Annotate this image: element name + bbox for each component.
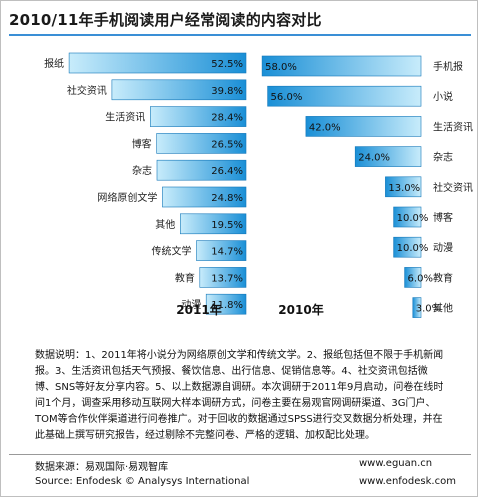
bar-2011 xyxy=(162,186,247,208)
value-label-2010: 24.0% xyxy=(358,153,390,164)
value-label-2011: 19.5% xyxy=(211,220,243,231)
value-label-2011: 26.4% xyxy=(211,166,243,177)
category-label-2011: 其他 xyxy=(155,218,175,231)
category-label-2011: 网络原创文学 xyxy=(97,191,157,204)
comparison-bar-chart: 报纸 52.5% 社交资讯 39.8% 生活资讯 28.4% 博客 26.5% 杂志 26.4% 网… xyxy=(44,52,473,318)
category-label-2011: 生活资讯 xyxy=(105,111,145,124)
category-label-2011: 社交资讯 xyxy=(67,84,107,97)
bar-2010 xyxy=(354,146,422,167)
value-label-2010: 58.0% xyxy=(265,62,297,73)
bar-2010 xyxy=(412,297,422,318)
category-label-2011: 报纸 xyxy=(44,57,64,70)
value-label-2011: 13.7% xyxy=(211,273,243,284)
bar-2010 xyxy=(385,176,422,198)
bar-2011 xyxy=(150,106,247,127)
year-label-2010: 2010年 xyxy=(278,302,323,317)
value-label-2010: 6.0% xyxy=(408,273,433,284)
value-label-2010: 10.0% xyxy=(397,243,429,254)
bar-2010 xyxy=(404,267,422,288)
value-label-2010: 13.0% xyxy=(388,183,420,194)
data-notes: 数据说明：1、2011年将小说分为网络原创文学和传统文学。2、报纸包括但不限于手… xyxy=(35,350,444,441)
category-label-2010: 社交资讯 xyxy=(433,181,473,194)
bar-2011 xyxy=(180,213,247,235)
bar-2011 xyxy=(156,133,247,154)
value-label-2011: 52.5% xyxy=(211,59,243,70)
category-label-2010: 动漫 xyxy=(433,242,453,254)
enfodesk-link[interactable]: www.enfodesk.com xyxy=(359,476,456,487)
bar-2011 xyxy=(111,79,247,101)
category-label-2010: 教育 xyxy=(433,271,453,284)
eguan-link[interactable]: www.eguan.cn xyxy=(359,458,433,469)
footer-divider xyxy=(9,454,471,455)
category-label-2011: 传统文学 xyxy=(151,245,191,258)
value-label-2010: 10.0% xyxy=(397,213,429,224)
bar-2010 xyxy=(305,116,422,137)
category-label-2010: 生活资讯 xyxy=(433,120,473,133)
bar-2010 xyxy=(393,206,422,228)
category-label-2011: 博客 xyxy=(132,137,152,150)
title-underline xyxy=(9,34,471,36)
value-label-2011: 26.5% xyxy=(211,139,243,150)
category-label-2010: 博客 xyxy=(433,211,453,224)
chart-2011: 报纸 52.5% 社交资讯 39.8% 生活资讯 28.4% 博客 26.5% 杂志 26.4% 网… xyxy=(44,52,247,317)
bar-2011 xyxy=(68,52,247,74)
category-label-2011: 动漫 xyxy=(181,299,201,311)
value-label-2010: 3.0% xyxy=(416,304,441,315)
category-label-2011: 教育 xyxy=(175,271,195,284)
chart-title: 2010/11年手机阅读用户经常阅读的内容对比 xyxy=(9,11,322,29)
source-en: Source: Enfodesk © Analysys Internationa… xyxy=(35,476,250,487)
bar-2010 xyxy=(261,55,422,77)
source-cn: 数据来源：易观国际·易观智库 xyxy=(35,462,169,473)
year-label-2011: 2011年 xyxy=(176,302,221,317)
value-label-2010: 42.0% xyxy=(309,122,341,133)
value-label-2011: 11.8% xyxy=(211,300,243,311)
bar-2011 xyxy=(205,293,247,315)
value-label-2011: 39.8% xyxy=(211,86,243,97)
value-label-2010: 56.0% xyxy=(271,92,303,103)
category-label-2010: 杂志 xyxy=(433,151,453,164)
bar-2010 xyxy=(393,236,422,258)
bar-2011 xyxy=(199,267,247,288)
bar-2010 xyxy=(267,85,422,107)
category-label-2010: 小说 xyxy=(433,90,453,103)
value-label-2011: 24.8% xyxy=(211,193,243,204)
bar-2011 xyxy=(156,159,247,181)
value-label-2011: 28.4% xyxy=(211,113,243,124)
bar-2011 xyxy=(196,240,247,261)
category-label-2010: 其他 xyxy=(433,302,453,315)
value-label-2011: 14.7% xyxy=(211,247,243,258)
category-label-2010: 手机报 xyxy=(433,60,463,73)
category-label-2011: 杂志 xyxy=(132,164,152,177)
chart-2010: 58.0% 手机报 56.0% 小说 42.0% 生活资讯 24.0% 杂志 13.0% 社交资讯… xyxy=(261,55,473,318)
